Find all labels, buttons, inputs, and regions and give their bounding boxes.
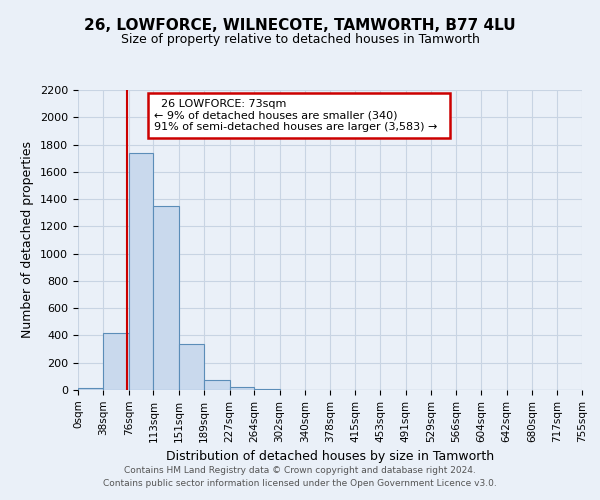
Bar bbox=[154, 206, 179, 390]
Text: Size of property relative to detached houses in Tamworth: Size of property relative to detached ho… bbox=[121, 32, 479, 46]
Bar bbox=[129, 152, 154, 390]
X-axis label: Distribution of detached houses by size in Tamworth: Distribution of detached houses by size … bbox=[166, 450, 494, 463]
Bar bbox=[78, 388, 103, 390]
Text: 26, LOWFORCE, WILNECOTE, TAMWORTH, B77 4LU: 26, LOWFORCE, WILNECOTE, TAMWORTH, B77 4… bbox=[84, 18, 516, 32]
Text: 26 LOWFORCE: 73sqm  
← 9% of detached houses are smaller (340)
91% of semi-detac: 26 LOWFORCE: 73sqm ← 9% of detached hous… bbox=[154, 99, 444, 132]
Bar bbox=[204, 380, 230, 390]
Bar bbox=[230, 386, 254, 390]
Y-axis label: Number of detached properties: Number of detached properties bbox=[22, 142, 34, 338]
Text: Contains HM Land Registry data © Crown copyright and database right 2024.
Contai: Contains HM Land Registry data © Crown c… bbox=[103, 466, 497, 487]
Bar bbox=[103, 332, 129, 390]
Bar bbox=[179, 344, 204, 390]
